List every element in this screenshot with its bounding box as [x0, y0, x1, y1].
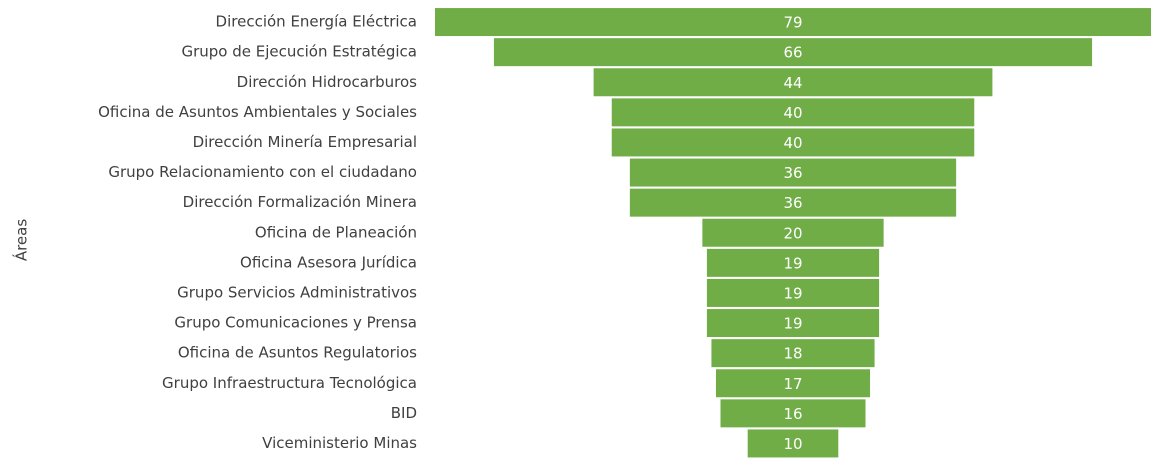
category-label: BID: [391, 404, 417, 422]
funnel-bar: [611, 128, 975, 157]
value-label: 10: [783, 435, 802, 453]
category-label: Dirección Energía Eléctrica: [216, 13, 417, 31]
funnel-bar: [435, 8, 1151, 37]
value-label: 44: [783, 74, 802, 92]
funnel-bar: [706, 248, 880, 277]
funnel-bar: [747, 429, 839, 458]
value-label: 36: [783, 164, 802, 182]
category-label: Oficina de Asuntos Regulatorios: [178, 344, 417, 362]
value-label: 18: [783, 345, 802, 363]
value-label: 20: [783, 224, 802, 242]
value-label: 19: [783, 284, 802, 302]
funnel-bar: [611, 98, 975, 127]
category-label: Oficina Asesora Jurídica: [240, 253, 417, 271]
value-label: 16: [783, 405, 802, 423]
value-label: 40: [783, 134, 802, 152]
category-label: Grupo de Ejecución Estratégica: [181, 43, 417, 61]
category-label: Grupo Infraestructura Tecnológica: [162, 374, 417, 392]
funnel-bar: [720, 399, 866, 428]
funnel-bar: [706, 309, 880, 338]
funnel-bar: [493, 38, 1093, 67]
funnel-bar: [711, 339, 875, 368]
value-label: 19: [783, 254, 802, 272]
category-label: Viceministerio Minas: [262, 434, 417, 452]
value-label: 36: [783, 194, 802, 212]
funnel-bar: [715, 369, 871, 398]
category-label: Dirección Minería Empresarial: [193, 133, 417, 151]
value-label: 79: [783, 14, 802, 32]
category-label: Dirección Hidrocarburos: [237, 73, 418, 91]
funnel-bar: [702, 218, 884, 247]
category-label: Grupo Comunicaciones y Prensa: [174, 314, 417, 332]
value-label: 66: [783, 44, 802, 62]
category-label: Grupo Servicios Administrativos: [177, 283, 417, 301]
funnel-bar: [706, 278, 880, 307]
value-label: 40: [783, 104, 802, 122]
value-label: 19: [783, 315, 802, 333]
funnel-bar: [629, 188, 957, 217]
category-label: Oficina de Planeación: [255, 223, 417, 241]
value-label: 17: [783, 375, 802, 393]
funnel-bar: [629, 158, 957, 187]
y-axis-label: Áreas: [12, 219, 31, 262]
funnel-bar: [593, 68, 993, 97]
category-label: Grupo Relacionamiento con el ciudadano: [108, 163, 417, 181]
category-label: Dirección Formalización Minera: [183, 193, 417, 211]
category-label: Oficina de Asuntos Ambientales y Sociale…: [98, 103, 417, 121]
